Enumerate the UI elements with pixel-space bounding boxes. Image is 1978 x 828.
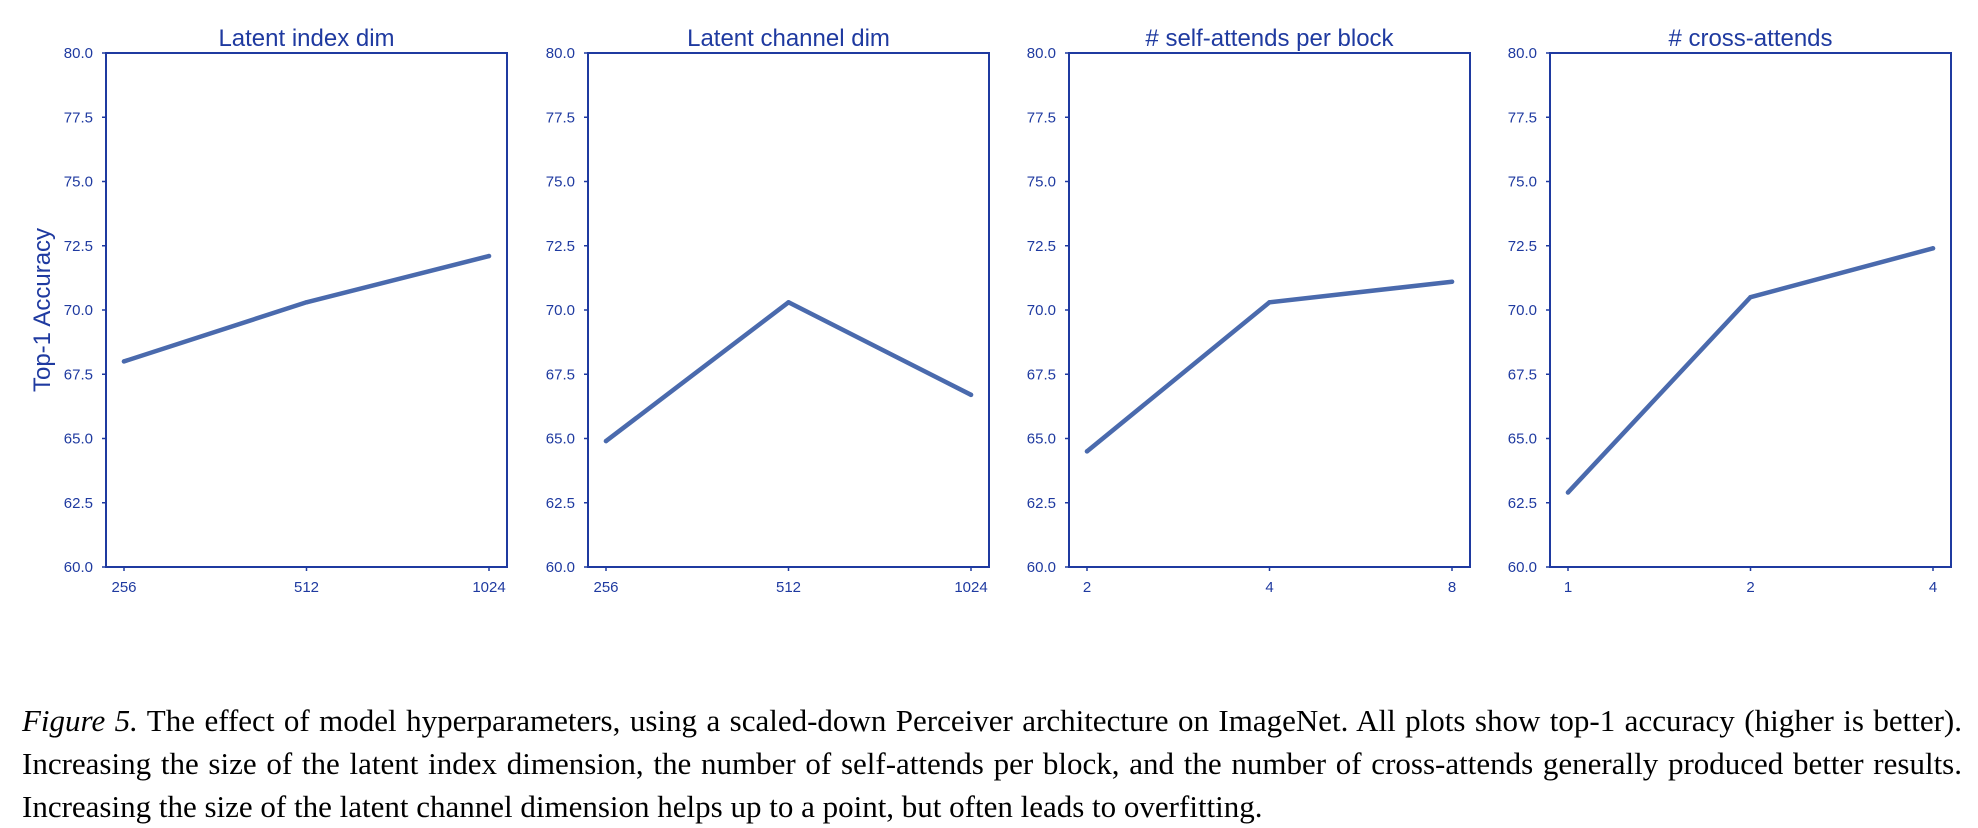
y-tick-label: 80.0 <box>1027 45 1056 62</box>
figure-caption: Figure 5. The effect of model hyperparam… <box>22 699 1962 828</box>
series-line <box>121 253 492 364</box>
y-tick-label: 75.0 <box>1508 174 1537 191</box>
series-line <box>1565 246 1936 495</box>
y-tick-label: 67.5 <box>546 366 575 383</box>
x-tick-label: 8 <box>1448 579 1456 596</box>
x-tick-label: 256 <box>593 579 618 596</box>
y-tick-label: 65.0 <box>546 431 575 448</box>
y-tick-label: 60.0 <box>64 559 93 576</box>
y-tick-label: 62.5 <box>1508 495 1537 512</box>
y-tick-label: 62.5 <box>546 495 575 512</box>
data-point <box>1565 490 1571 495</box>
y-tick-label: 77.5 <box>546 109 575 126</box>
y-tick-label: 72.5 <box>64 238 93 255</box>
data-point <box>603 438 609 444</box>
y-tick-label: 77.5 <box>1508 109 1537 126</box>
series-line <box>1084 279 1455 454</box>
y-tick-label: 72.5 <box>1027 238 1056 255</box>
charts-svg: Latent index dim 60.0 62.5 65.0 67.5 70.0 72.5… <box>29 25 1952 596</box>
y-tick-label: 70.0 <box>1027 302 1056 319</box>
data-point <box>786 300 791 305</box>
y-tick-label: 65.0 <box>1027 431 1056 448</box>
data-point <box>1084 449 1090 454</box>
y-tick-label: 67.5 <box>1027 366 1056 383</box>
plot-frame <box>1549 52 1952 568</box>
x-tick-label: 2 <box>1746 579 1754 596</box>
y-tick-label: 60.0 <box>1508 559 1537 576</box>
y-tick-label: 80.0 <box>1508 45 1537 62</box>
y-tick-label: 70.0 <box>546 302 575 319</box>
chart-title: Latent index dim <box>218 25 394 52</box>
y-tick-label: 80.0 <box>546 45 575 62</box>
caption-label: Figure 5. <box>22 703 138 738</box>
data-point <box>1930 246 1936 251</box>
y-tick-label: 60.0 <box>1027 559 1056 576</box>
y-tick-label: 80.0 <box>64 45 93 62</box>
y-tick-label: 60.0 <box>546 559 575 576</box>
chart-panel-1: Latent index dim 60.0 62.5 65.0 67.5 70.0 72.5… <box>29 25 508 596</box>
y-tick-label: 77.5 <box>1027 109 1056 126</box>
y-tick-label: 62.5 <box>64 495 93 512</box>
data-point <box>304 300 309 305</box>
x-tick-label: 1024 <box>954 579 987 596</box>
x-tick-label: 4 <box>1265 579 1273 596</box>
series-line <box>603 300 974 444</box>
y-tick-label: 65.0 <box>1508 431 1537 448</box>
x-tick-label: 2 <box>1083 579 1091 596</box>
x-tick-label: 1 <box>1564 579 1572 596</box>
plot-frame <box>1068 52 1471 568</box>
chart-title: # self-attends per block <box>1145 25 1394 52</box>
y-axis-label: Top-1 Accuracy <box>29 228 56 392</box>
plot-frame <box>105 52 508 568</box>
y-tick-label: 75.0 <box>64 174 93 191</box>
x-tick-label: 4 <box>1929 579 1937 596</box>
data-point <box>1267 300 1272 305</box>
y-tick-label: 65.0 <box>64 431 93 448</box>
x-tick-label: 512 <box>776 579 801 596</box>
y-tick-label: 70.0 <box>1508 302 1537 319</box>
y-tick-label: 72.5 <box>1508 238 1537 255</box>
y-tick-label: 62.5 <box>1027 495 1056 512</box>
chart-panel-3: # self-attends per block 60.0 62.5 65.0 67.5… <box>1027 25 1471 596</box>
plot-frame <box>587 52 990 568</box>
data-point <box>1748 294 1753 300</box>
chart-panel-4: # cross-attends 60.0 62.5 65.0 67.5 70.0 72.5 7… <box>1508 25 1952 596</box>
figure-charts: Latent index dim 60.0 62.5 65.0 67.5 70.0 72.5… <box>29 25 1952 596</box>
y-tick-label: 77.5 <box>64 109 93 126</box>
data-point <box>1449 279 1455 284</box>
data-point <box>486 253 492 259</box>
y-tick-label: 67.5 <box>64 366 93 383</box>
x-tick-label: 256 <box>111 579 136 596</box>
data-point <box>968 392 974 398</box>
data-point <box>121 359 127 364</box>
x-tick-label: 512 <box>294 579 319 596</box>
x-tick-label: 1024 <box>472 579 505 596</box>
y-tick-label: 75.0 <box>546 174 575 191</box>
y-tick-label: 70.0 <box>64 302 93 319</box>
chart-title: # cross-attends <box>1668 25 1832 52</box>
caption-text: The effect of model hyperparameters, usi… <box>22 703 1962 824</box>
y-tick-label: 75.0 <box>1027 174 1056 191</box>
y-tick-label: 67.5 <box>1508 366 1537 383</box>
chart-title: Latent channel dim <box>687 25 890 52</box>
y-tick-label: 72.5 <box>546 238 575 255</box>
chart-panel-2: Latent channel dim 60.0 62.5 65.0 67.5 70.0 72… <box>546 25 990 596</box>
